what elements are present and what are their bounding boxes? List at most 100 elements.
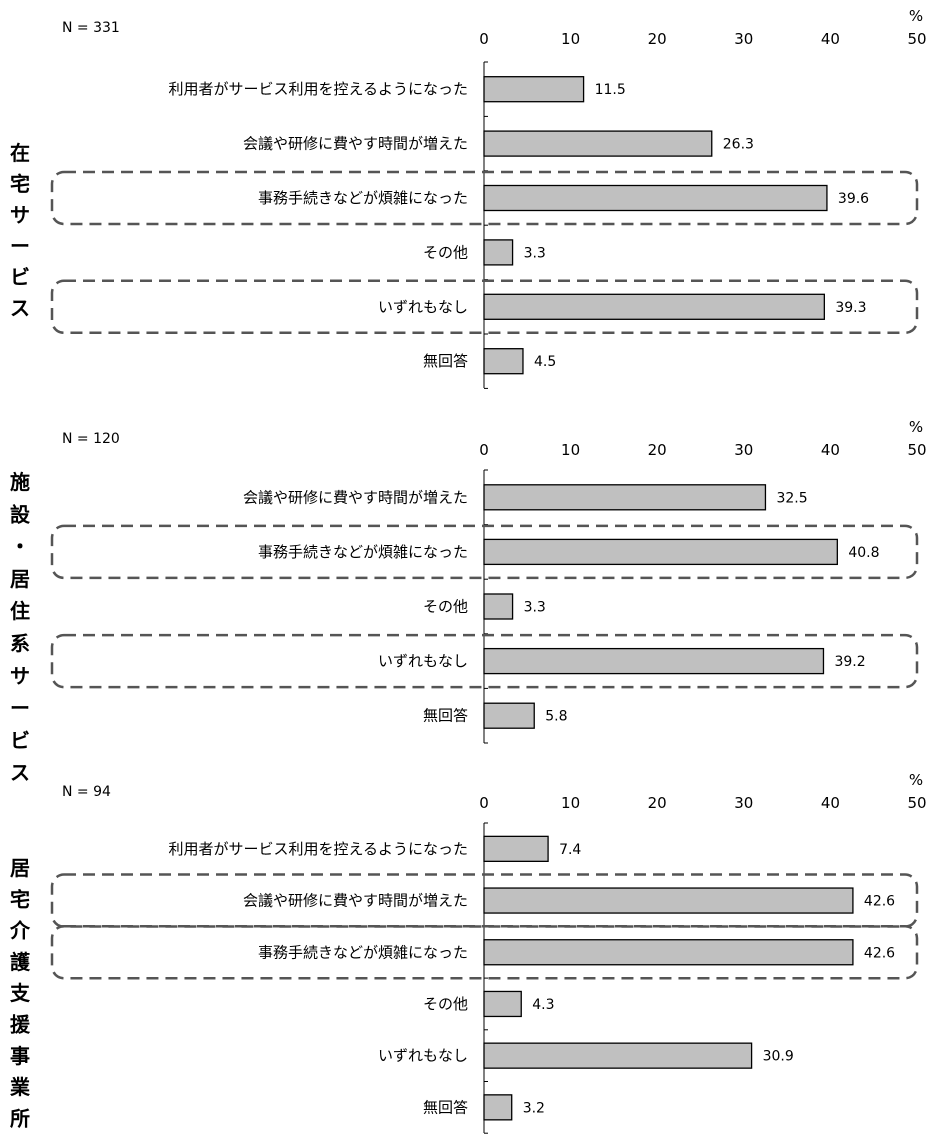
category-label: 無回答 [423,707,468,725]
bar [483,484,767,511]
group-label-char: 居 [10,567,30,591]
bar [483,130,713,157]
x-tick-label: 30 [734,441,753,459]
value-label: 3.3 [524,600,546,616]
value-label: 11.5 [595,82,626,98]
value-label: 40.8 [848,545,879,561]
unit-label: % [909,771,923,789]
chart-panel-1: N = 331% 0 10 20 30 40 50 利用者がサービス利用を控えるようになった 1… [10,7,927,389]
category-label: いずれもなし [378,652,468,670]
group-label-char: ス [10,296,30,320]
chart-panel-2: N = 120% 0 10 20 30 40 50 会議や研修に費やす時間が増えた 32.5 事務… [10,418,927,785]
x-tick-label: 40 [821,794,840,812]
x-tick-label: 0 [479,441,489,459]
x-tick-label: 10 [561,441,580,459]
category-label: その他 [423,995,468,1013]
x-tick-label: 50 [907,441,926,459]
sample-size-label: N = 331 [62,20,120,36]
group-label-char: ス [10,761,30,785]
group-label-char: 宅 [10,172,30,196]
group-label-char: 居 [10,856,30,880]
bar [483,939,854,966]
category-label: 無回答 [423,1098,468,1116]
category-label: 事務手続きなどが煩雑になった [258,943,468,961]
sample-size-label: N = 120 [62,431,120,447]
group-label-char: サ [10,664,30,688]
group-label-char: サ [10,203,30,227]
bar [483,239,514,266]
value-label: 3.2 [523,1100,545,1116]
group-label-char: 宅 [10,887,30,911]
group-label-char: 業 [10,1075,31,1099]
group-label-char: 所 [10,1106,30,1130]
value-label: 4.5 [534,354,556,370]
unit-label: % [909,418,923,436]
x-tick-label: 0 [479,794,489,812]
sample-size-label: N = 94 [62,784,111,800]
bar [483,647,825,675]
x-tick-label: 50 [907,30,926,48]
group-label-char: 護 [10,950,31,974]
bar [483,835,549,862]
category-label: 会議や研修に費やす時間が増えた [243,135,468,153]
unit-label: % [909,7,923,25]
value-label: 4.3 [532,997,554,1013]
value-label: 39.2 [834,654,865,670]
highlight-box [50,279,919,335]
bar [483,293,825,320]
x-tick-label: 50 [907,794,926,812]
x-tick-label: 30 [734,794,753,812]
x-tick-label: 20 [648,441,667,459]
category-label: その他 [423,598,468,616]
group-label-char: 施 [10,470,30,494]
x-tick-label: 20 [648,794,667,812]
category-label: 利用者がサービス利用を控えるようになった [168,80,468,98]
category-label: 事務手続きなどが煩雑になった [258,543,468,561]
category-label: いずれもなし [378,298,468,316]
category-label: 事務手続きなどが煩雑になった [258,189,468,207]
bar [483,593,514,620]
x-tick-label: 10 [561,30,580,48]
group-label-char: 住 [10,599,30,623]
x-tick-label: 40 [821,441,840,459]
group-label-char: 在 [10,141,30,165]
bar [483,538,838,566]
bar [483,702,535,729]
value-label: 32.5 [776,490,807,506]
group-label-char: ビ [10,265,30,289]
value-label: 26.3 [723,137,754,153]
x-tick-label: 0 [479,30,489,48]
bar [483,887,854,914]
bar [483,1042,753,1069]
bar [483,76,585,103]
group-label-char: 系 [10,632,30,656]
highlight-box [50,524,919,580]
category-label: 会議や研修に費やす時間が増えた [243,488,468,506]
highlight-box [50,170,919,226]
chart-panel-3: N = 94% 0 10 20 30 40 50 利用者がサービス利用を控えるようになった 7.… [9,771,927,1134]
value-label: 5.8 [545,709,567,725]
bar [483,348,524,375]
group-label-char: ー [10,234,30,258]
value-label: 39.6 [838,191,869,207]
highlight-box [50,873,919,928]
x-tick-label: 20 [648,30,667,48]
bar [483,1094,513,1121]
highlight-box [50,633,919,689]
group-label-char: 事 [10,1044,30,1068]
x-tick-label: 30 [734,30,753,48]
group-label-char: 介 [9,919,31,943]
group-label-char: 援 [10,1013,31,1037]
highlight-box [50,925,919,980]
bar [483,990,522,1018]
category-label: 無回答 [423,352,468,370]
category-label: いずれもなし [378,1047,468,1065]
group-label-char: ビ [10,728,30,752]
group-label-char: ・ [10,535,30,559]
value-label: 39.3 [835,300,866,316]
value-label: 42.6 [864,945,895,961]
group-label-char: ー [10,696,30,720]
